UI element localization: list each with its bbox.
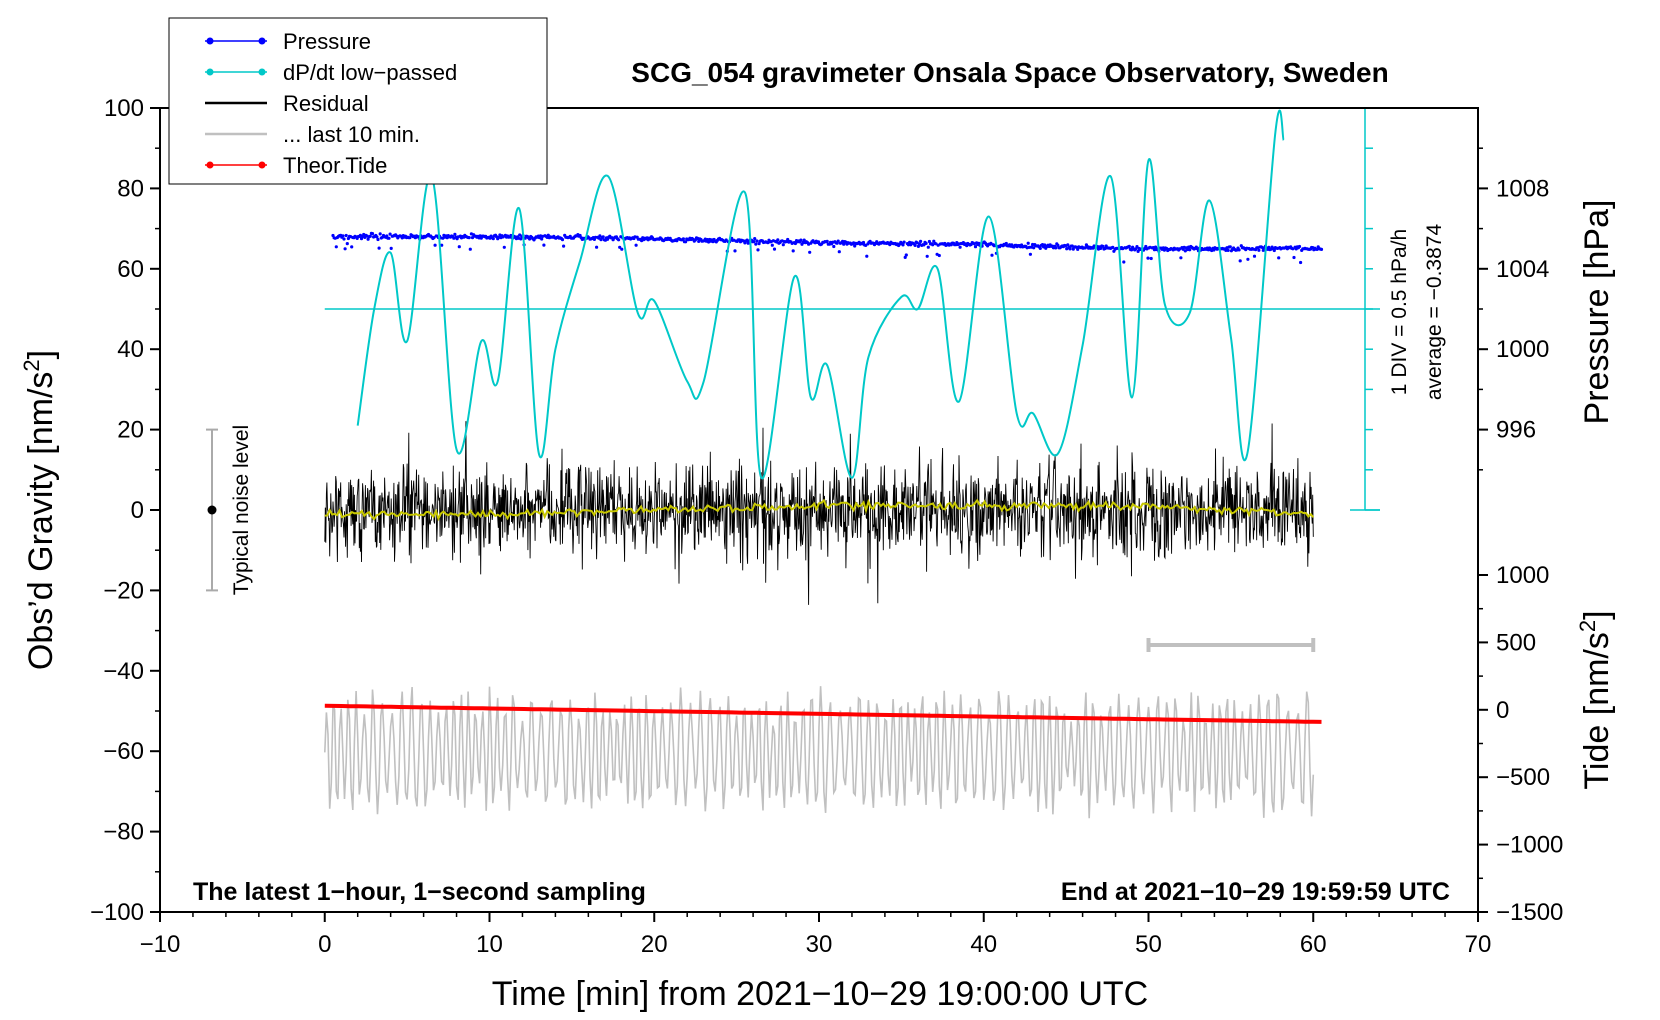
legend-label: Pressure [283, 29, 371, 54]
chart-title: SCG_054 gravimeter Onsala Space Observat… [631, 57, 1388, 88]
y-tick-label: −100 [90, 899, 144, 926]
noise-level-label: Typical noise level [230, 425, 253, 595]
x-axis-ticks: −10 0 10 20 30 40 50 60 70 [140, 912, 1492, 958]
legend-label: Theor.Tide [283, 153, 387, 178]
pressure-tick-label: 996 [1496, 417, 1536, 444]
y-axis-label-sup: 2 [19, 359, 44, 371]
legend: Pressure dP/dt low−passed Residual ... last… [168, 17, 548, 185]
y-tick-label: 20 [117, 417, 144, 444]
tide-axis-label-sup: 2 [1575, 620, 1600, 632]
legend-label: dP/dt low−passed [283, 60, 457, 85]
x-tick-label: 10 [476, 931, 503, 958]
tide-tick-label: −500 [1496, 764, 1550, 791]
legend-marker [206, 37, 214, 45]
legend-label: Residual [283, 91, 369, 116]
legend-marker [206, 68, 214, 76]
y-tick-label: 100 [104, 95, 144, 122]
tide-tick-label: 0 [1496, 697, 1509, 724]
x-tick-label: 20 [641, 931, 668, 958]
pressure-tick-label: 1000 [1496, 336, 1549, 363]
dpdt-average-label: average = −0.3874 [1423, 224, 1446, 401]
legend-marker [206, 161, 214, 169]
x-axis-label: Time [min] from 2021−10−29 19:00:00 UTC [492, 975, 1148, 1013]
residual-smoothed-line [324, 498, 1315, 522]
tide-line [324, 703, 1322, 724]
pressure-axis-label: Pressure [hPa] [1578, 200, 1616, 425]
pressure-tick-label: 1004 [1496, 256, 1549, 283]
dpdt-scale-label: 1 DIV = 0.5 hPa/h [1388, 229, 1411, 395]
x-tick-label: −10 [140, 931, 181, 958]
dpdt-series [356, 109, 1285, 480]
window-bar [1146, 638, 1316, 652]
x-tick-label: 50 [1135, 931, 1162, 958]
tide-tick-label: −1000 [1496, 832, 1563, 859]
theoretical-tide-series [324, 703, 1322, 724]
y-tick-label: −80 [103, 819, 144, 846]
tide-tick-label: 1000 [1496, 562, 1549, 589]
pressure-points [331, 231, 1324, 265]
y-axis-ticks: −100 −80 −60 −40 −20 0 20 40 60 80 100 [90, 95, 160, 926]
y-axis-label: Obs’d Gravity [nm/s2] [19, 350, 60, 670]
y-tick-label: 0 [131, 497, 144, 524]
residual-smoothed-series [324, 498, 1315, 522]
x-tick-label: 60 [1300, 931, 1327, 958]
y-tick-label: −60 [103, 738, 144, 765]
y-tick-label: 80 [117, 175, 144, 202]
legend-marker [258, 68, 266, 76]
pressure-tick-label: 1008 [1496, 175, 1549, 202]
legend-box [168, 17, 548, 185]
legend-marker [258, 37, 266, 45]
x-tick-label: 40 [970, 931, 997, 958]
pressure-axis-ticks: 996 1000 1004 1008 [1478, 147, 1549, 471]
tide-tick-label: 500 [1496, 629, 1536, 656]
last-10-min-line [324, 686, 1315, 819]
y-tick-label: −20 [103, 577, 144, 604]
noise-level-marker: Typical noise level [206, 425, 253, 595]
y-tick-label: 60 [117, 256, 144, 283]
noise-center-dot [207, 505, 217, 515]
dpdt-line [356, 109, 1285, 480]
y-tick-label: −40 [103, 658, 144, 685]
tide-axis-label: Tide [nm/s2] [1575, 610, 1616, 789]
tide-axis-ticks: −1500 −1000 −500 0 500 1000 [1478, 562, 1563, 926]
x-tick-label: 30 [806, 931, 833, 958]
x-tick-label: 0 [318, 931, 331, 958]
bottom-left-annotation: The latest 1−hour, 1−second sampling [193, 878, 646, 906]
legend-label: ... last 10 min. [283, 122, 420, 147]
pressure-series [331, 231, 1324, 265]
y-axis-label-end: ] [22, 350, 60, 359]
legend-marker [258, 161, 266, 169]
tide-axis-label-end: ] [1578, 610, 1616, 619]
bottom-right-annotation: End at 2021−10−29 19:59:59 UTC [1061, 878, 1450, 906]
x-tick-label: 70 [1465, 931, 1492, 958]
y-tick-label: 40 [117, 336, 144, 363]
tide-tick-label: −1500 [1496, 899, 1563, 926]
last-10-min-series [324, 686, 1315, 819]
dpdt-scale-axis [324, 107, 1380, 511]
